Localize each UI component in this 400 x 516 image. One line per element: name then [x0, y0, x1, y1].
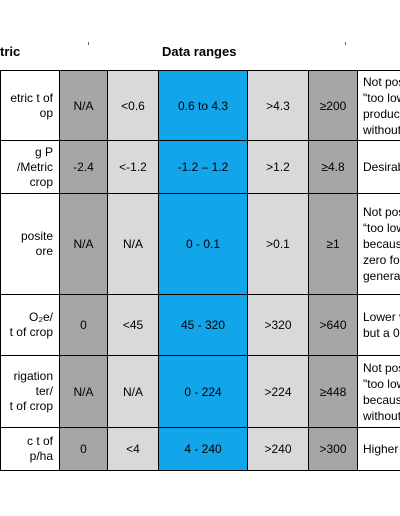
range-cell: -1.2 – 1.2 [158, 140, 248, 194]
note-line: but a 0 is [363, 326, 400, 340]
metric-cell: posite ore [0, 193, 60, 295]
range-cell: >320 [247, 294, 309, 356]
range-cell: N/A [107, 193, 159, 295]
range-cell: N/A [59, 70, 108, 141]
metric-cell: g P/Metric crop [0, 140, 60, 194]
metric-line: O₂e/ [29, 310, 53, 324]
note-cell: Lower va but a 0 is [357, 294, 400, 356]
range-cell: ≥4.8 [308, 140, 358, 194]
data-ranges-header: Data ranges [162, 44, 237, 59]
note-line: "too low [363, 376, 400, 391]
metric-line: t of crop [9, 325, 53, 339]
metric-line: etric t of [10, 90, 53, 105]
metric-line: rigation [13, 369, 53, 383]
range-cell: >4.3 [247, 70, 309, 141]
note-cell: Not poss"too lowproductiowithout t [357, 70, 400, 141]
table-row: etric t of op N/A <0.6 0.6 to 4.3 >4.3 ≥200 Not… [0, 70, 400, 141]
note-line: without i [363, 408, 400, 423]
range-cell: ≥200 [308, 70, 358, 141]
note-line: Desirable [363, 160, 400, 174]
note-line: Lower va [363, 310, 400, 324]
range-cell: 0 - 224 [158, 355, 248, 428]
note-line: "too low [363, 90, 400, 105]
range-cell: 45 - 320 [158, 294, 248, 356]
metric-line: p/ha [29, 449, 53, 463]
range-cell: 0 [59, 427, 108, 471]
metric-line: t of crop [9, 399, 53, 413]
range-cell: N/A [59, 193, 108, 295]
data-ranges-table: etric t of op N/A <0.6 0.6 to 4.3 >4.3 ≥200 Not… [0, 70, 400, 471]
note-line: Higher va [363, 442, 400, 456]
range-cell: >1.2 [247, 140, 309, 194]
note-cell: Desirable [357, 140, 400, 194]
range-cell: <-1.2 [107, 140, 159, 194]
column-tick-mark [345, 42, 346, 45]
range-cell: >300 [308, 427, 358, 471]
metric-line: posite [20, 229, 53, 243]
note-line: Not poss [363, 360, 400, 375]
note-line: productio [363, 106, 400, 121]
note-cell: Not poss"too lowbecausewithout i [357, 355, 400, 428]
range-cell: >240 [247, 427, 309, 471]
note-line: without t [363, 122, 400, 137]
range-cell: >640 [308, 294, 358, 356]
table-row: g P/Metric crop -2.4 <-1.2 -1.2 – 1.2 >1.2 ≥4.… [0, 140, 400, 194]
note-line: zero food [363, 253, 400, 267]
metric-cell: c t of p/ha [0, 427, 60, 471]
note-cell: Higher va [357, 427, 400, 471]
range-cell: 4 - 240 [158, 427, 248, 471]
metric-line: g P [34, 144, 53, 159]
metric-column-header: tric [0, 44, 21, 59]
range-cell: ≥448 [308, 355, 358, 428]
range-cell: N/A [59, 355, 108, 428]
metric-line: c t of [26, 434, 53, 448]
metric-cell: rigation ter/t of crop [0, 355, 60, 428]
note-line: Not poss [363, 205, 400, 219]
range-cell: >0.1 [247, 193, 309, 295]
metric-line: ore [35, 244, 53, 258]
range-cell: -2.4 [59, 140, 108, 194]
metric-line: op [39, 105, 53, 120]
metric-line: /Metric [17, 159, 53, 174]
note-line: Not poss [363, 74, 400, 89]
metric-line: ter/ [35, 384, 53, 398]
range-cell: 0.6 to 4.3 [158, 70, 248, 141]
metric-line: crop [29, 174, 53, 189]
range-cell: <0.6 [107, 70, 159, 141]
range-cell: >224 [247, 355, 309, 428]
note-line: generation [363, 269, 400, 283]
note-line: because [363, 237, 400, 251]
table-row: rigation ter/t of crop N/A N/A 0 - 224 >224 ≥4… [0, 355, 400, 428]
note-line: because [363, 392, 400, 407]
range-cell: ≥1 [308, 193, 358, 295]
range-cell: <45 [107, 294, 159, 356]
range-cell: 0 [59, 294, 108, 356]
column-tick-mark [88, 42, 89, 45]
range-cell: N/A [107, 355, 159, 428]
metric-cell: O₂e/t of crop [0, 294, 60, 356]
metric-cell: etric t of op [0, 70, 60, 141]
note-cell: Not poss “too low because zero food generati… [357, 193, 400, 295]
note-line: “too low [363, 221, 400, 235]
range-cell: <4 [107, 427, 159, 471]
range-cell: 0 - 0.1 [158, 193, 248, 295]
